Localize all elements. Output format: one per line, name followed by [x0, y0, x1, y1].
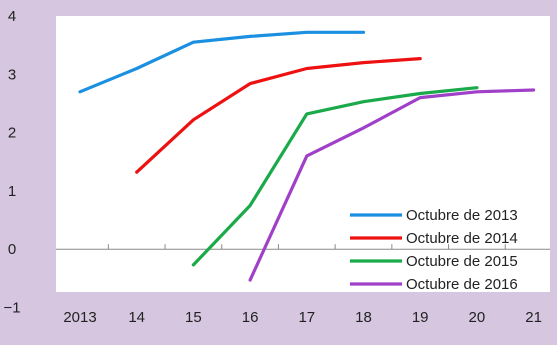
series-line-4	[248, 88, 536, 282]
legend-label-2: Octubre de 2014	[406, 230, 518, 247]
x-tick-label: 16	[242, 309, 259, 326]
x-tick-label: 19	[412, 309, 429, 326]
y-tick-label: 3	[8, 66, 16, 83]
x-tick-label: 15	[185, 309, 202, 326]
y-tick-label: 2	[8, 125, 16, 142]
legend-label-3: Octubre de 2015	[406, 253, 518, 270]
series-line-3	[191, 86, 479, 267]
x-tick-label: 14	[128, 309, 145, 326]
x-tick-label: 2013	[63, 309, 96, 326]
x-tick-label: 18	[355, 309, 372, 326]
legend-label-4: Octubre de 2016	[406, 276, 518, 293]
y-tick-label: −1	[3, 300, 20, 317]
y-tick-label: 0	[8, 241, 16, 258]
y-tick-label: 4	[8, 8, 16, 25]
x-tick-label: 21	[525, 309, 542, 326]
plot-area	[56, 16, 550, 292]
x-tick-label: 17	[298, 309, 315, 326]
series-line-2	[135, 56, 422, 174]
x-tick-label: 20	[469, 309, 486, 326]
legend-label-1: Octubre de 2013	[406, 207, 518, 224]
y-tick-label: 1	[8, 183, 16, 200]
series-line-1	[78, 30, 366, 94]
